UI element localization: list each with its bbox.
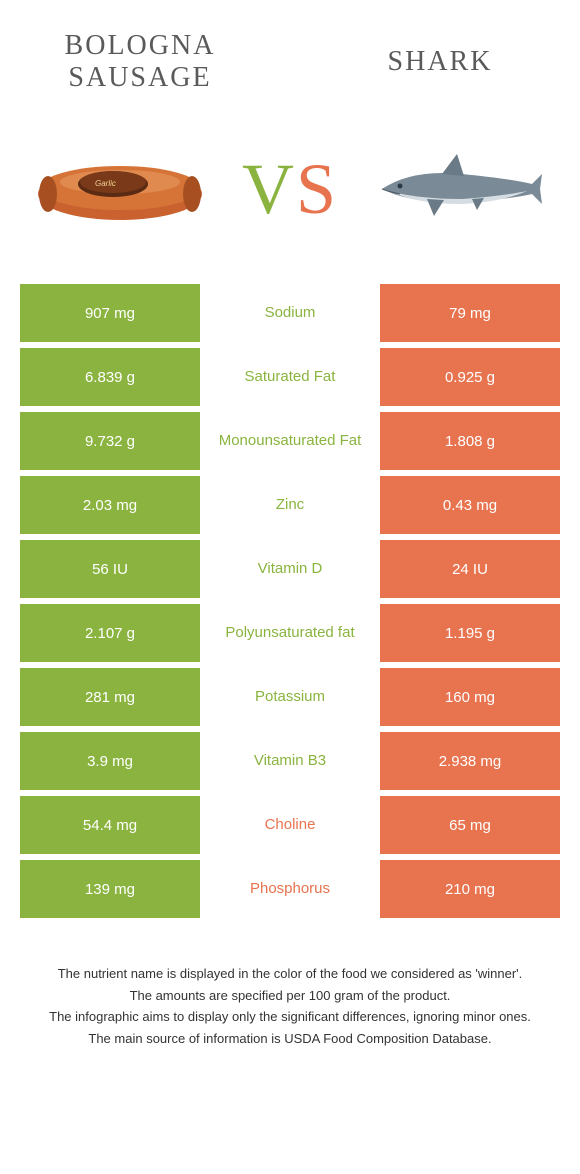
left-value: 139 mg — [20, 860, 200, 918]
left-value: 9.732 g — [20, 412, 200, 470]
vs-v: V — [242, 149, 296, 229]
table-row: 2.107 gPolyunsaturated fat1.195 g — [20, 604, 560, 662]
right-value: 65 mg — [380, 796, 560, 854]
vs-row: Garlic VS — [0, 104, 580, 284]
table-row: 2.03 mgZinc0.43 mg — [20, 476, 560, 534]
sausage-icon: Garlic — [30, 129, 210, 249]
table-row: 907 mgSodium79 mg — [20, 284, 560, 342]
left-value: 907 mg — [20, 284, 200, 342]
left-value: 2.03 mg — [20, 476, 200, 534]
comparison-table: 907 mgSodium79 mg 6.839 gSaturated Fat0.9… — [0, 284, 580, 918]
table-row: 56 IUVitamin D24 IU — [20, 540, 560, 598]
left-value: 3.9 mg — [20, 732, 200, 790]
svg-text:Garlic: Garlic — [95, 179, 116, 188]
nutrient-label: Saturated Fat — [200, 348, 380, 406]
left-value: 56 IU — [20, 540, 200, 598]
nutrient-label: Sodium — [200, 284, 380, 342]
nutrient-label: Monounsaturated Fat — [200, 412, 380, 470]
footer-line-1: The nutrient name is displayed in the co… — [30, 964, 550, 984]
table-row: 3.9 mgVitamin B32.938 mg — [20, 732, 560, 790]
right-value: 160 mg — [380, 668, 560, 726]
right-value: 1.808 g — [380, 412, 560, 470]
nutrient-label: Vitamin D — [200, 540, 380, 598]
nutrient-label: Polyunsaturated fat — [200, 604, 380, 662]
nutrient-label: Potassium — [200, 668, 380, 726]
footer-notes: The nutrient name is displayed in the co… — [0, 924, 580, 1070]
vs-label: VS — [242, 148, 338, 231]
nutrient-label: Vitamin B3 — [200, 732, 380, 790]
right-value: 2.938 mg — [380, 732, 560, 790]
right-value: 24 IU — [380, 540, 560, 598]
table-row: 139 mgPhosphorus210 mg — [20, 860, 560, 918]
left-food-title: Bologna sausage — [40, 30, 240, 94]
right-food-title: Shark — [340, 46, 540, 78]
shark-icon — [370, 129, 550, 249]
left-value: 6.839 g — [20, 348, 200, 406]
nutrient-label: Phosphorus — [200, 860, 380, 918]
vs-s: S — [296, 149, 338, 229]
footer-line-2: The amounts are specified per 100 gram o… — [30, 986, 550, 1006]
right-value: 1.195 g — [380, 604, 560, 662]
nutrient-label: Zinc — [200, 476, 380, 534]
table-row: 6.839 gSaturated Fat0.925 g — [20, 348, 560, 406]
left-value: 2.107 g — [20, 604, 200, 662]
left-value: 54.4 mg — [20, 796, 200, 854]
left-value: 281 mg — [20, 668, 200, 726]
right-value: 79 mg — [380, 284, 560, 342]
table-row: 54.4 mgCholine65 mg — [20, 796, 560, 854]
footer-line-3: The infographic aims to display only the… — [30, 1007, 550, 1027]
header: Bologna sausage Shark — [0, 0, 580, 104]
nutrient-label: Choline — [200, 796, 380, 854]
table-row: 9.732 gMonounsaturated Fat1.808 g — [20, 412, 560, 470]
footer-line-4: The main source of information is USDA F… — [30, 1029, 550, 1049]
right-value: 0.925 g — [380, 348, 560, 406]
table-row: 281 mgPotassium160 mg — [20, 668, 560, 726]
right-value: 210 mg — [380, 860, 560, 918]
right-value: 0.43 mg — [380, 476, 560, 534]
